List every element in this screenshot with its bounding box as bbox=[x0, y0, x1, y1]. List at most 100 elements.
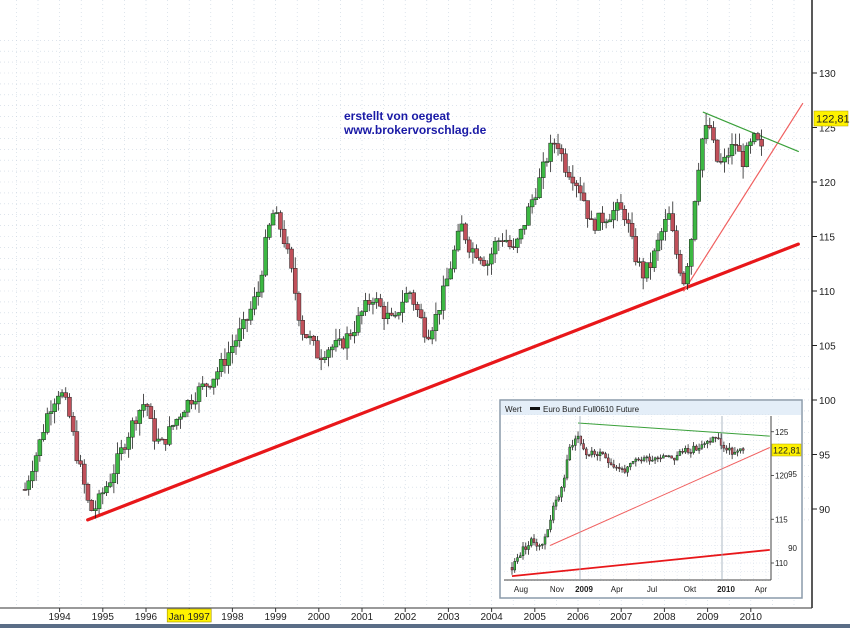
main-candle bbox=[374, 298, 379, 303]
main-candle bbox=[629, 223, 635, 237]
main-candle bbox=[677, 254, 683, 274]
main-candle bbox=[218, 359, 224, 372]
main-candle bbox=[189, 400, 194, 405]
x-tick-highlight bbox=[166, 608, 212, 623]
main-candle bbox=[230, 346, 235, 353]
main-candle bbox=[637, 261, 642, 263]
x-tick-label: 2008 bbox=[653, 612, 676, 623]
main-candle bbox=[589, 218, 594, 220]
main-candle bbox=[281, 228, 287, 245]
main-candle bbox=[411, 292, 416, 305]
inset-candle bbox=[741, 448, 745, 451]
main-candle bbox=[133, 420, 139, 424]
main-candle bbox=[93, 508, 98, 511]
inset-candle bbox=[560, 487, 563, 498]
main-candle bbox=[489, 253, 494, 265]
main-candle bbox=[204, 383, 209, 387]
x-tick-label: 2005 bbox=[524, 612, 547, 623]
main-candle bbox=[529, 199, 535, 208]
main-candle bbox=[685, 266, 690, 285]
inset-candle bbox=[675, 455, 679, 461]
inset-x-tick-label: Nov bbox=[550, 585, 564, 594]
main-candle bbox=[122, 447, 128, 450]
main-candle bbox=[96, 493, 102, 510]
main-candle bbox=[329, 346, 335, 351]
inset-candle bbox=[689, 452, 693, 454]
inset-candle bbox=[601, 451, 605, 454]
inset-candle bbox=[541, 543, 544, 546]
main-candle bbox=[492, 241, 498, 255]
inset-candle bbox=[736, 450, 739, 453]
main-candle bbox=[759, 139, 764, 147]
main-candle bbox=[33, 455, 39, 472]
inset-last-price-box bbox=[771, 443, 802, 457]
main-candle bbox=[344, 333, 350, 349]
inset-candle bbox=[642, 457, 646, 461]
main-candle bbox=[178, 416, 183, 420]
main-candle bbox=[670, 213, 676, 231]
main-candle bbox=[211, 378, 217, 388]
inset-candle bbox=[733, 451, 737, 455]
inset-candle bbox=[618, 467, 621, 469]
main-candle bbox=[507, 239, 513, 247]
main-candle bbox=[515, 238, 520, 248]
main-candle bbox=[100, 492, 106, 495]
last-price-box bbox=[813, 110, 849, 127]
inset-candle bbox=[631, 461, 635, 464]
main-candles bbox=[22, 113, 764, 519]
main-candle bbox=[518, 228, 524, 240]
main-candle bbox=[633, 236, 639, 263]
inset-trendline-resistance bbox=[578, 422, 770, 437]
inset-trendline-channel bbox=[549, 447, 771, 546]
inset-candle bbox=[568, 446, 572, 461]
main-candle bbox=[233, 340, 239, 347]
main-candle bbox=[585, 200, 590, 219]
x-axis-ticks: 1994 1995 1996 Jan 1997 1998 1999 2000 2001 2002… bbox=[48, 608, 762, 623]
main-candle bbox=[370, 302, 376, 305]
inset-candle bbox=[703, 443, 706, 445]
main-candle bbox=[59, 392, 65, 397]
main-candle bbox=[422, 317, 428, 338]
inset-candle bbox=[706, 440, 709, 444]
x-tick-label: 2003 bbox=[437, 612, 460, 623]
inset-candle bbox=[662, 455, 665, 459]
inset-candle bbox=[587, 454, 591, 457]
main-candle bbox=[511, 246, 516, 248]
main-candle bbox=[570, 176, 576, 184]
main-candle bbox=[196, 386, 202, 402]
main-candle bbox=[22, 489, 28, 491]
main-candle bbox=[544, 161, 550, 163]
main-candle bbox=[318, 357, 324, 360]
inset-candle bbox=[692, 445, 695, 453]
main-candle bbox=[26, 480, 31, 490]
main-candle bbox=[63, 392, 69, 398]
main-candle bbox=[726, 155, 731, 158]
main-candle bbox=[274, 212, 279, 214]
inset-candle bbox=[538, 545, 541, 547]
main-candle bbox=[241, 319, 246, 330]
main-candle bbox=[692, 201, 698, 240]
inset-candle bbox=[557, 496, 561, 501]
main-candle bbox=[148, 406, 154, 419]
main-candle bbox=[552, 142, 557, 145]
main-candle bbox=[729, 144, 735, 156]
main-candle bbox=[485, 263, 490, 266]
main-candle bbox=[215, 371, 220, 380]
inset-x-tick-label: Aug bbox=[514, 585, 528, 594]
inset-x-tick-label: Okt bbox=[684, 585, 697, 594]
inset-candle bbox=[510, 567, 514, 571]
main-candle bbox=[389, 312, 394, 316]
inset-candle bbox=[686, 448, 690, 453]
inset-legend-label: Wert bbox=[505, 405, 523, 414]
inset-candle bbox=[728, 447, 731, 451]
inset-candle bbox=[530, 538, 533, 546]
x-tick-label: 1996 bbox=[135, 612, 158, 623]
main-candle bbox=[596, 212, 601, 231]
annotation-website: www.brokervorschlag.de bbox=[343, 123, 487, 137]
inset-title: Euro Bund Full0610 Future bbox=[543, 405, 640, 414]
main-candle bbox=[292, 268, 298, 294]
inset-candle bbox=[667, 455, 671, 458]
main-candle bbox=[470, 248, 476, 253]
main-candle bbox=[289, 248, 294, 269]
